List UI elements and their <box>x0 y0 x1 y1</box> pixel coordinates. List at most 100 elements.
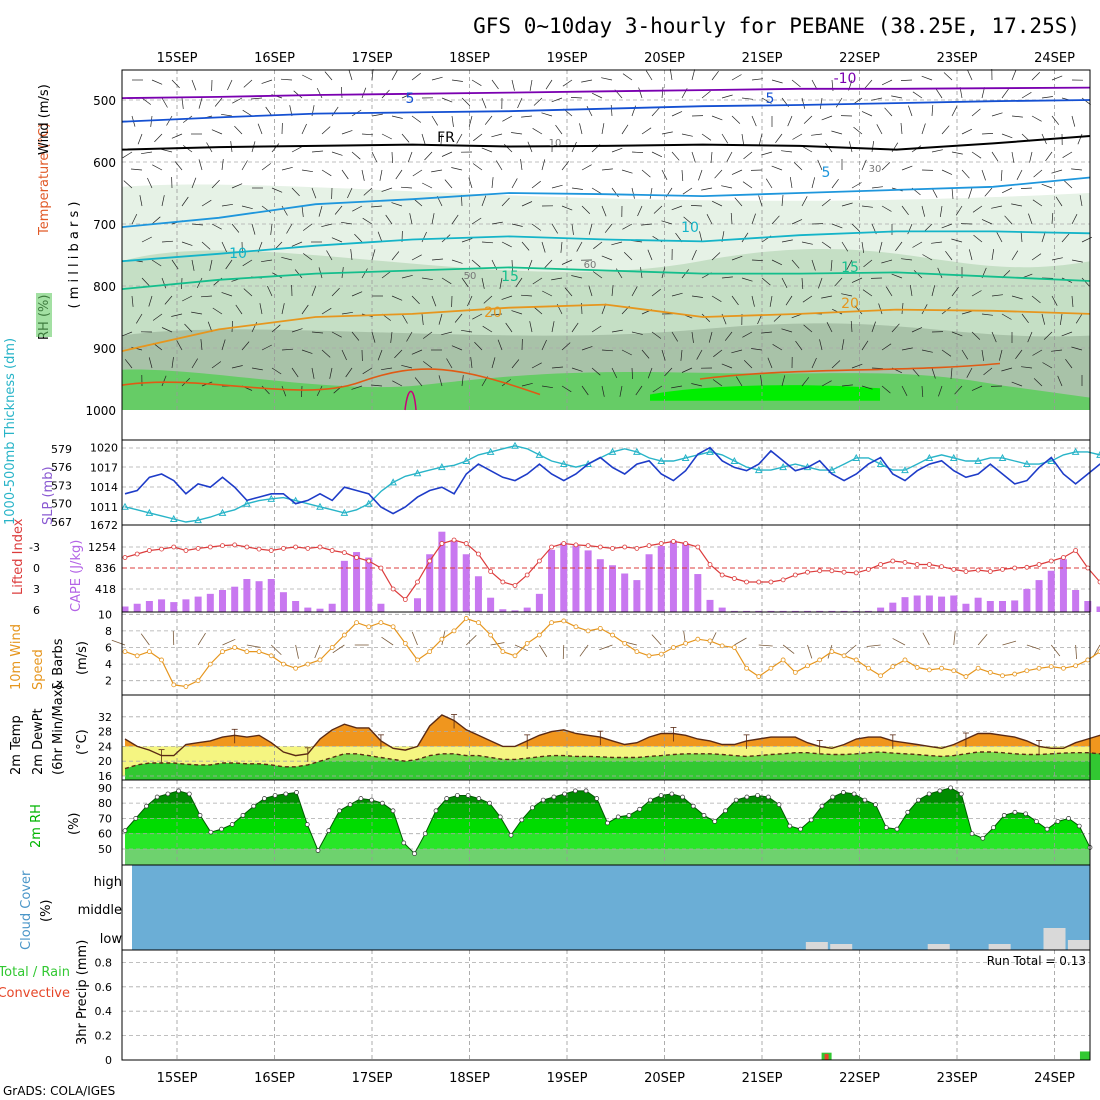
wind-barb <box>841 293 853 297</box>
wind-barb <box>751 348 763 351</box>
wind-barb <box>331 106 339 117</box>
wind-barb <box>871 97 883 101</box>
wind10-speed-point <box>415 657 420 663</box>
wind-barb <box>1071 115 1076 127</box>
wind-barb <box>341 349 347 361</box>
wind-barb <box>191 358 198 369</box>
wind-barb <box>394 349 403 359</box>
wind-barb <box>801 97 806 109</box>
wind-barb <box>400 186 413 189</box>
cloud-panel: high middle low Cloud Cover (%) <box>19 864 1091 951</box>
wind-barb <box>571 367 583 372</box>
wind10-speed-point <box>841 653 847 659</box>
wind-barb <box>484 115 493 125</box>
wind-barb <box>131 295 134 307</box>
wind-barb <box>771 215 780 225</box>
low-cloud-bar <box>805 942 828 950</box>
wind-barb <box>551 321 555 333</box>
wind-barb <box>611 329 623 333</box>
cape-bar <box>426 554 434 612</box>
rh2-point <box>594 796 600 801</box>
precip-convective-bar <box>824 1053 829 1060</box>
wind-barb <box>876 124 883 135</box>
wind-barb <box>551 366 564 369</box>
wind10-speed-point <box>463 616 469 621</box>
thickness-point <box>511 441 519 449</box>
lifted-index-point <box>902 560 908 565</box>
wind-barb <box>137 133 143 145</box>
rh2-point <box>122 828 128 833</box>
wind-barb <box>931 149 943 153</box>
wind-barb <box>561 385 572 393</box>
wind-barb <box>499 277 503 289</box>
wind10-side-label: (m/s) <box>75 641 90 675</box>
rh2-point <box>862 797 868 803</box>
wind-barb <box>502 115 513 122</box>
wind-barb <box>401 313 408 324</box>
wind-barb <box>581 385 589 396</box>
lifted-index-point <box>768 579 774 585</box>
precip-panel: 0 0.2 0.4 0.6 0.8 Run Total = 0.13 Total / Rai… <box>0 940 1091 1067</box>
lifted-index-point <box>451 537 457 543</box>
wind-barb <box>789 177 793 189</box>
li-cape-panel: -3 0 3 6 1254 836 418 Lifted Index CAPE (J/kg) <box>11 518 1100 617</box>
wind-barb <box>191 177 197 189</box>
cape-bar <box>279 592 287 612</box>
lifted-index-point <box>281 546 286 551</box>
wind-barb <box>1031 71 1041 81</box>
wind-barb <box>972 205 983 213</box>
wind-barb <box>151 79 163 85</box>
wind-barb <box>691 69 696 81</box>
wind-barb <box>621 169 633 174</box>
wind-barb <box>772 344 783 351</box>
cape-bar <box>584 550 592 612</box>
wind-barb <box>593 241 603 250</box>
wind-barb <box>361 133 374 136</box>
wind-barb <box>544 259 553 269</box>
wind-barb <box>588 285 593 297</box>
wind-barb <box>472 313 483 320</box>
wind-barb <box>221 241 227 253</box>
thickness-tick-label: 573 <box>51 479 72 492</box>
wind-barb <box>661 131 673 135</box>
wind-barb <box>141 97 152 105</box>
wind-barb <box>1081 97 1091 106</box>
wind10-speed-point <box>744 665 749 671</box>
wind-barb <box>152 164 163 171</box>
wind10-barb <box>782 644 795 654</box>
rh2-point <box>991 825 996 830</box>
wind-barb <box>841 202 853 207</box>
cape-bar <box>889 602 897 612</box>
wind-barb <box>211 129 223 135</box>
rh2-point <box>508 832 514 838</box>
wind-barb <box>468 177 473 189</box>
isotherm-line <box>121 86 1091 99</box>
thickness-point <box>779 463 787 471</box>
wind10-speed-point <box>768 665 774 671</box>
cape-bar <box>974 597 982 612</box>
wind-barb <box>921 75 933 81</box>
wind10-label-text: 10m Wind <box>9 624 24 690</box>
rh2-point <box>798 826 803 832</box>
wind-barb <box>141 151 153 155</box>
rh2-point <box>723 808 728 814</box>
wind-barb <box>581 346 593 351</box>
contour-label: 10 <box>229 246 247 262</box>
lifted-index-point <box>463 541 469 546</box>
date-label-top: 17SEP <box>352 51 393 66</box>
thickness-point <box>218 508 227 516</box>
wind-barb <box>505 322 513 333</box>
lifted-index-point <box>366 558 372 564</box>
wind10-speed-point <box>780 657 786 663</box>
wind-barb <box>451 115 454 127</box>
contour-label: 5 <box>766 91 775 107</box>
wind-barb <box>311 331 324 334</box>
wind-barb <box>301 385 303 398</box>
lifted-index-point <box>829 568 835 574</box>
thickness-point <box>486 447 495 455</box>
thickness-point <box>1096 450 1100 458</box>
wind-barb <box>181 97 184 109</box>
wind-barb <box>731 115 741 124</box>
wind-barb <box>271 143 280 153</box>
wind-barb <box>871 186 883 189</box>
